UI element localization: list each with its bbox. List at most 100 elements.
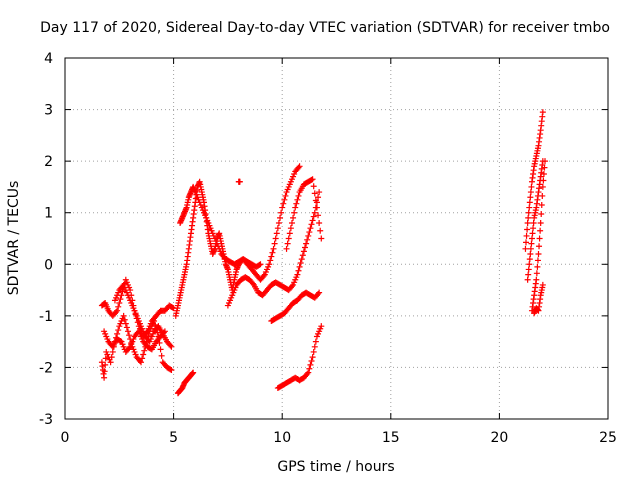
series-arc-j xyxy=(283,176,325,252)
data-point xyxy=(113,334,120,341)
data-point xyxy=(309,176,316,183)
data-point xyxy=(111,338,118,345)
series-arc-f xyxy=(177,183,264,270)
y-tick-label: -2 xyxy=(39,360,53,376)
x-tick-label: 0 xyxy=(61,430,70,446)
data-point xyxy=(537,227,544,234)
data-point xyxy=(310,348,317,355)
data-point xyxy=(526,261,533,268)
data-point xyxy=(527,194,534,201)
data-point xyxy=(168,367,175,374)
data-point xyxy=(101,368,108,375)
data-points xyxy=(98,109,549,397)
data-point xyxy=(270,245,277,252)
data-point xyxy=(308,176,315,183)
data-point xyxy=(305,369,312,376)
data-point xyxy=(295,267,302,274)
data-point xyxy=(537,220,544,227)
data-point xyxy=(533,270,540,277)
data-point xyxy=(542,158,549,165)
data-point xyxy=(294,271,301,278)
x-tick-label: 10 xyxy=(273,430,291,446)
data-point xyxy=(269,249,276,256)
data-point xyxy=(272,235,279,242)
data-point xyxy=(522,245,529,252)
data-point xyxy=(527,189,534,196)
data-point xyxy=(303,240,310,247)
data-point xyxy=(167,342,174,349)
data-point xyxy=(158,352,165,359)
data-point xyxy=(110,343,117,350)
data-point xyxy=(524,226,531,233)
data-point xyxy=(271,240,278,247)
data-point xyxy=(540,171,547,178)
y-tick-labels: -3 -2 -1 0 1 2 3 4 xyxy=(39,51,53,428)
data-point xyxy=(536,235,543,242)
data-point xyxy=(284,240,291,247)
data-point xyxy=(275,220,282,227)
data-point xyxy=(121,316,128,323)
data-point xyxy=(310,213,317,220)
data-point xyxy=(534,257,541,264)
x-tick-label: 25 xyxy=(599,430,617,446)
y-tick-label: -1 xyxy=(39,309,53,325)
data-point xyxy=(296,163,303,170)
data-point xyxy=(309,217,316,224)
series-arc-l xyxy=(235,178,243,185)
data-point xyxy=(535,250,542,257)
y-tick-label: 1 xyxy=(44,206,53,222)
data-point xyxy=(316,220,323,227)
data-point xyxy=(190,369,197,376)
data-point xyxy=(278,209,285,216)
series-arc-p xyxy=(531,281,546,317)
data-point xyxy=(117,337,124,344)
data-point xyxy=(288,220,295,227)
data-point xyxy=(533,276,540,283)
y-tick-label: 3 xyxy=(44,103,53,119)
data-point xyxy=(268,253,275,260)
data-point xyxy=(115,327,122,334)
data-point xyxy=(540,177,547,184)
data-point xyxy=(311,343,318,350)
plot-frame xyxy=(64,57,609,420)
x-tick-label: 15 xyxy=(382,430,400,446)
data-point xyxy=(290,214,297,221)
series-arc-h xyxy=(268,289,323,325)
data-point xyxy=(127,336,134,343)
data-point xyxy=(527,245,534,252)
data-point xyxy=(273,230,280,237)
data-point xyxy=(318,235,325,242)
series-arc-i xyxy=(274,323,325,392)
data-point xyxy=(524,276,531,283)
series-arc-m xyxy=(522,109,546,252)
series-arc-n xyxy=(524,158,546,283)
series-arc-g xyxy=(224,189,323,309)
data-point xyxy=(523,232,530,239)
x-tick-labels: 0 5 10 15 20 25 xyxy=(61,430,617,446)
y-tick-label: 4 xyxy=(44,51,53,67)
data-point xyxy=(534,263,541,270)
data-point xyxy=(277,214,284,221)
data-point xyxy=(310,183,317,190)
data-point xyxy=(114,330,121,337)
data-point xyxy=(306,365,313,372)
data-point xyxy=(315,194,322,201)
data-point xyxy=(288,283,295,290)
data-point xyxy=(528,240,535,247)
data-point xyxy=(300,248,307,255)
data-point xyxy=(526,204,533,211)
data-point xyxy=(538,211,545,218)
data-point xyxy=(108,354,115,361)
data-point xyxy=(296,263,303,270)
data-point xyxy=(302,244,309,251)
data-point xyxy=(523,239,530,246)
series-arc-k xyxy=(174,369,197,397)
data-point xyxy=(280,200,287,207)
data-point xyxy=(528,235,535,242)
data-point xyxy=(123,324,130,331)
data-point xyxy=(305,232,312,239)
data-point xyxy=(525,214,532,221)
data-point xyxy=(139,355,146,362)
data-point xyxy=(282,192,289,199)
data-point xyxy=(318,323,325,330)
